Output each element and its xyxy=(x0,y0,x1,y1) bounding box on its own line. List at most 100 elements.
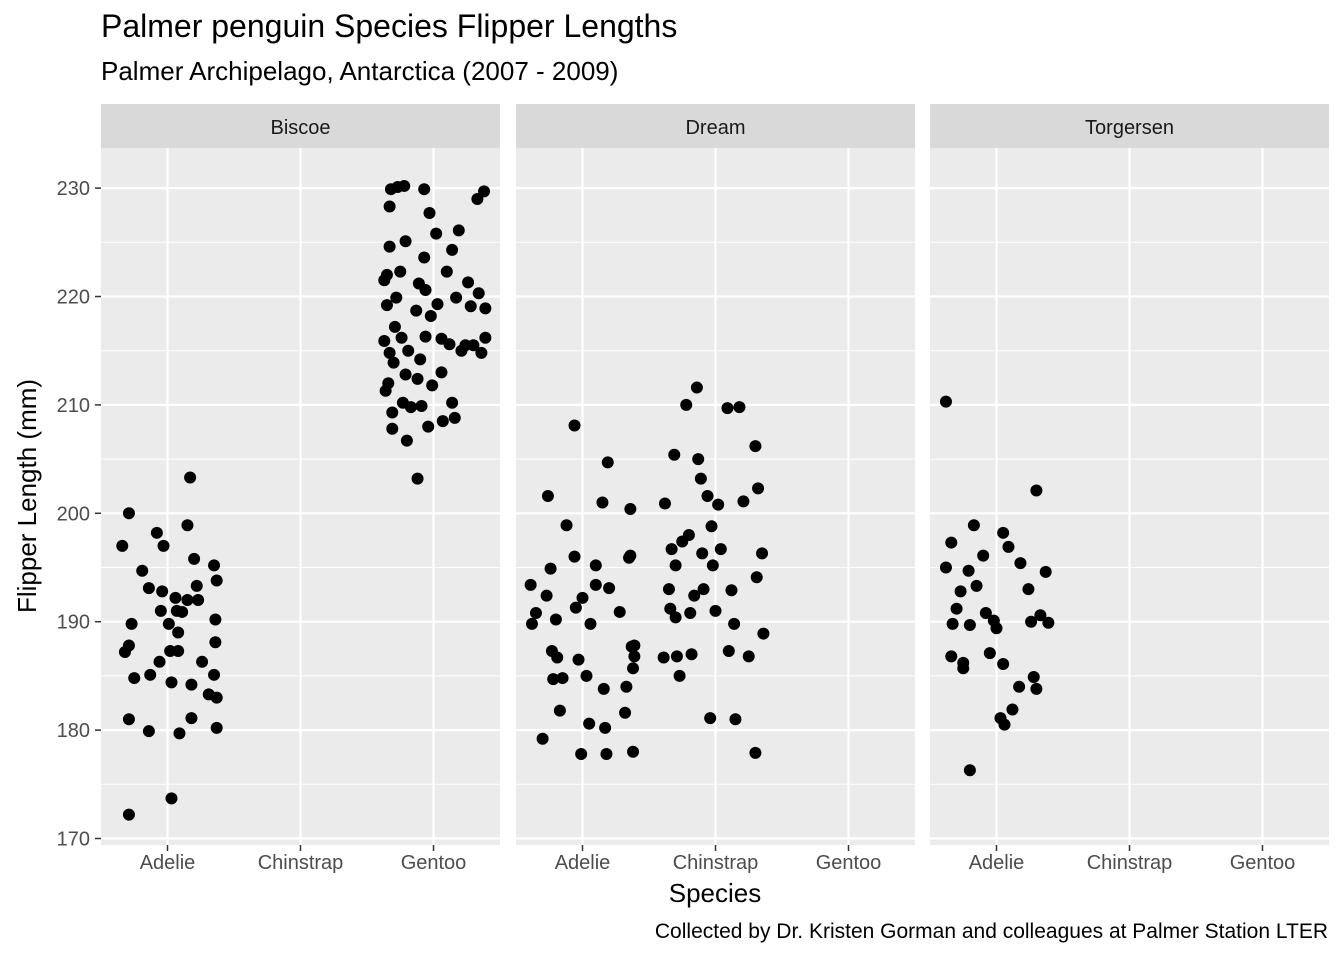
facet-panel-biscoe: Biscoe Adelie Chinstrap Gentoo xyxy=(101,104,500,874)
data-point xyxy=(662,583,675,596)
data-point xyxy=(704,712,717,725)
data-point xyxy=(446,243,459,256)
data-point xyxy=(464,300,477,313)
data-point xyxy=(668,448,681,461)
data-point xyxy=(450,291,463,304)
data-point xyxy=(627,745,640,758)
chart-title: Palmer penguin Species Flipper Lengths xyxy=(101,8,678,44)
data-point xyxy=(669,611,682,624)
data-point xyxy=(1030,484,1043,497)
x-tick-label: Adelie xyxy=(140,852,196,874)
data-point xyxy=(210,574,223,587)
data-point xyxy=(1030,682,1043,695)
data-point xyxy=(190,579,203,592)
data-point xyxy=(169,591,182,604)
data-point xyxy=(122,808,135,821)
data-point xyxy=(418,183,431,196)
data-point xyxy=(946,617,959,630)
data-point xyxy=(749,440,762,453)
data-point xyxy=(957,662,970,675)
data-point xyxy=(410,304,423,317)
data-point xyxy=(390,291,403,304)
facet-strip xyxy=(516,104,915,148)
data-point xyxy=(1034,609,1047,622)
data-point xyxy=(568,550,581,563)
data-point xyxy=(684,607,697,620)
data-point xyxy=(399,235,412,248)
data-point xyxy=(673,669,686,682)
data-point xyxy=(712,498,725,511)
data-point xyxy=(395,331,408,344)
data-point xyxy=(422,420,435,433)
data-point xyxy=(624,549,637,562)
data-point xyxy=(157,539,170,552)
data-point xyxy=(162,617,175,630)
data-point xyxy=(990,622,1003,635)
data-point xyxy=(670,650,683,663)
data-point xyxy=(400,434,413,447)
data-point xyxy=(728,617,741,630)
data-point xyxy=(945,536,958,549)
y-tick-label: 170 xyxy=(57,828,90,850)
data-point xyxy=(479,331,492,344)
data-point xyxy=(1027,670,1040,683)
data-point xyxy=(116,539,129,552)
data-point xyxy=(208,559,221,572)
data-point xyxy=(188,552,201,565)
data-point xyxy=(945,650,958,663)
data-point xyxy=(725,584,738,597)
data-point xyxy=(1025,615,1038,628)
facet-strip xyxy=(930,104,1329,148)
data-point xyxy=(547,673,560,686)
data-point xyxy=(589,559,602,572)
data-point xyxy=(411,472,424,485)
y-axis-title: Flipper Length (mm) xyxy=(12,379,42,613)
data-point xyxy=(196,655,209,668)
data-point xyxy=(398,179,411,192)
data-point xyxy=(209,636,222,649)
data-point xyxy=(697,583,710,596)
data-point xyxy=(568,419,581,432)
data-point xyxy=(596,496,609,509)
data-point xyxy=(583,717,596,730)
data-point xyxy=(669,559,682,572)
data-point xyxy=(1022,583,1035,596)
data-point xyxy=(721,402,734,415)
data-point xyxy=(963,764,976,777)
data-point xyxy=(414,353,427,366)
data-point xyxy=(742,650,755,663)
data-point xyxy=(998,718,1011,731)
data-point xyxy=(209,613,222,626)
data-point xyxy=(599,721,612,734)
data-point xyxy=(394,265,407,278)
data-point xyxy=(172,626,185,639)
data-point xyxy=(603,582,616,595)
x-tick-label: Chinstrap xyxy=(1087,852,1173,874)
data-point xyxy=(382,377,395,390)
data-point xyxy=(419,330,432,343)
data-point xyxy=(709,604,722,617)
facet-strip xyxy=(101,104,500,148)
data-point xyxy=(176,605,189,618)
data-point xyxy=(752,482,765,495)
data-point xyxy=(954,585,967,598)
data-point xyxy=(692,453,705,466)
data-point xyxy=(970,579,983,592)
data-point xyxy=(383,200,396,213)
data-point xyxy=(983,647,996,660)
data-point xyxy=(549,613,562,626)
data-point xyxy=(122,713,135,726)
data-point xyxy=(1042,616,1055,629)
data-point xyxy=(440,265,453,278)
data-point xyxy=(415,399,428,412)
data-point xyxy=(658,497,671,510)
data-point xyxy=(418,251,431,264)
data-point xyxy=(576,591,589,604)
x-tick-label: Adelie xyxy=(555,852,611,874)
data-point xyxy=(125,617,138,630)
data-point xyxy=(997,526,1010,539)
data-point xyxy=(386,406,399,419)
data-point xyxy=(165,676,178,689)
data-point xyxy=(729,713,742,726)
